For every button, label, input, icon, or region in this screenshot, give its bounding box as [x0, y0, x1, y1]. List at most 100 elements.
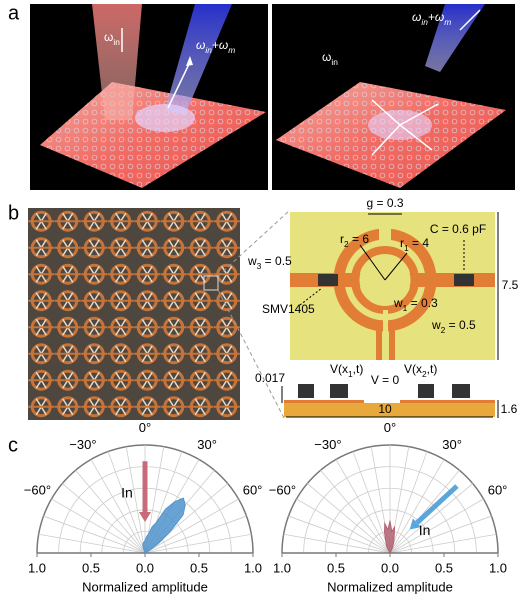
subscript: m — [444, 17, 451, 27]
text-segment: ω — [322, 50, 331, 64]
cell-line — [81, 379, 108, 382]
radius-line — [384, 252, 408, 281]
text-segment: w — [393, 296, 403, 310]
cell-line — [160, 220, 187, 223]
cell-line — [54, 326, 81, 329]
cell-line — [213, 273, 240, 276]
angular-grid — [296, 498, 391, 554]
angle-tick-label: −30° — [69, 437, 96, 452]
angular-grid — [75, 470, 146, 554]
arrow-label: In — [419, 522, 431, 538]
cell-line — [28, 326, 55, 329]
cell-line — [213, 299, 240, 302]
varactor — [454, 274, 474, 286]
cell-line — [160, 273, 187, 276]
radiation-pattern — [142, 497, 186, 554]
cell-line — [54, 379, 81, 382]
substrate — [284, 403, 495, 417]
angular-grid — [389, 459, 445, 554]
cell-line — [134, 273, 161, 276]
r-tick-label: 0.5 — [190, 560, 208, 575]
cell-line — [54, 273, 81, 276]
text-segment: = 4 — [409, 236, 430, 250]
metal — [400, 400, 495, 403]
cell-line — [107, 246, 134, 249]
cell-line — [28, 405, 55, 408]
r-tick-label: 0.0 — [136, 560, 154, 575]
arrow — [167, 61, 191, 109]
angular-grid — [144, 498, 239, 554]
cell-line — [160, 379, 187, 382]
dimension-label: 0.017 — [255, 371, 285, 385]
label: V(x2,t) — [404, 362, 437, 379]
label: ωin — [104, 30, 120, 47]
cell-line — [134, 326, 161, 329]
radiation-pattern — [383, 520, 396, 554]
label: r1 = 4 — [400, 236, 429, 253]
angular-grid — [90, 459, 146, 554]
subscript: 3 — [257, 261, 262, 271]
cell-line — [213, 379, 240, 382]
r-tick-label: 1.0 — [28, 560, 46, 575]
angular-grid — [389, 483, 473, 554]
sample-photo — [28, 208, 240, 420]
cell-line — [107, 273, 134, 276]
angular-grid — [125, 446, 146, 554]
axis-label: Normalized amplitude — [327, 579, 453, 594]
angular-grid — [43, 515, 146, 554]
subscript: in — [421, 17, 428, 27]
cell-line — [213, 326, 240, 329]
cell-line — [160, 299, 187, 302]
incident-arrow — [415, 484, 459, 525]
feed-line — [376, 320, 382, 360]
text-segment: = 0.3 — [407, 296, 438, 310]
r-tick-label: 0.5 — [327, 560, 345, 575]
feed-gap — [383, 310, 388, 360]
arrow-label: In — [121, 484, 133, 500]
ring-gap — [379, 226, 391, 240]
zoom-line — [217, 289, 286, 421]
text-segment: = 0.5 — [445, 318, 476, 332]
varactor — [318, 274, 338, 286]
pointer — [299, 287, 323, 306]
cell-line — [160, 326, 187, 329]
angular-grid — [144, 533, 252, 554]
cell-line — [107, 379, 134, 382]
panel-label: a — [8, 2, 20, 24]
cell-line — [160, 246, 187, 249]
cell-line — [81, 352, 108, 355]
text-segment: = 6 — [349, 232, 370, 246]
text-segment: +ω — [428, 10, 444, 24]
angular-grid — [38, 533, 146, 554]
text-segment: = 0.5 — [261, 254, 292, 268]
angular-grid — [288, 515, 391, 554]
text-segment: r — [340, 232, 344, 246]
text-segment: +ω — [212, 38, 228, 52]
cell-line — [134, 299, 161, 302]
angular-grid — [144, 515, 247, 554]
arrowhead — [139, 511, 151, 522]
angular-grid — [283, 533, 391, 554]
cell-line — [81, 299, 108, 302]
cell-line — [187, 326, 214, 329]
cell-line — [28, 273, 55, 276]
cell-line — [107, 220, 134, 223]
dimension-label: 7.5 — [502, 278, 519, 292]
cell-line — [54, 405, 81, 408]
dimension-label: SMV1405 — [262, 302, 315, 316]
text-segment: ω — [196, 38, 205, 52]
cell-line — [187, 405, 214, 408]
cell-line — [28, 379, 55, 382]
cell-line — [213, 352, 240, 355]
incident-beam — [92, 4, 142, 120]
angular-grid — [51, 498, 146, 554]
arrowhead — [409, 518, 422, 530]
cell-line — [54, 220, 81, 223]
cell-line — [187, 246, 214, 249]
cell-line — [54, 246, 81, 249]
r-tick-label: 1.0 — [273, 560, 291, 575]
subscript: m — [228, 45, 235, 55]
cell-line — [28, 352, 55, 355]
dimension-label: 10 — [378, 402, 392, 416]
cell-line — [187, 220, 214, 223]
